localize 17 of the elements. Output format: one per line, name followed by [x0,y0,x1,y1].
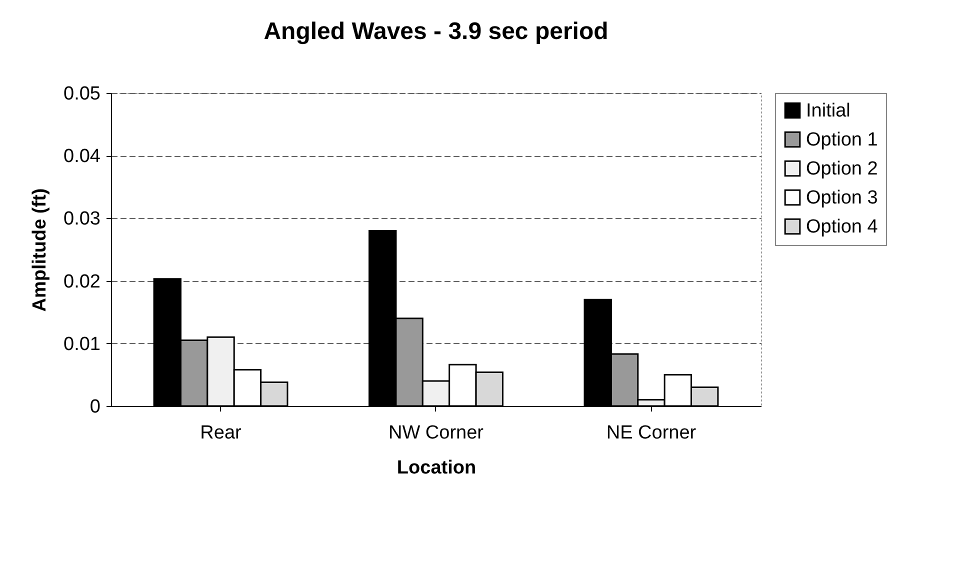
y-tick-label: 0.05 [64,84,100,104]
y-tick-label: 0 [90,396,100,418]
legend-label: Option 3 [806,188,878,208]
y-tick-label: 0.02 [64,271,100,292]
y-axis-title: Amplitude (ft) [30,188,51,312]
x-axis-title: Location [396,458,476,478]
y-tick-label: 0.01 [64,334,100,355]
y-tick-label: 0.04 [64,146,101,168]
legend-label: Initial [806,100,850,122]
y-tick-label: 0.03 [64,208,100,230]
x-tick-label: NW Corner [388,422,484,444]
legend-label: Option 1 [806,130,878,150]
legend-label: Option 2 [806,158,878,180]
chart-title: Angled Waves - 3.9 sec period [264,18,608,45]
x-tick-label: Rear [200,422,242,444]
legend-label: Option 4 [806,216,878,238]
x-tick-label: NE Corner [606,422,697,444]
